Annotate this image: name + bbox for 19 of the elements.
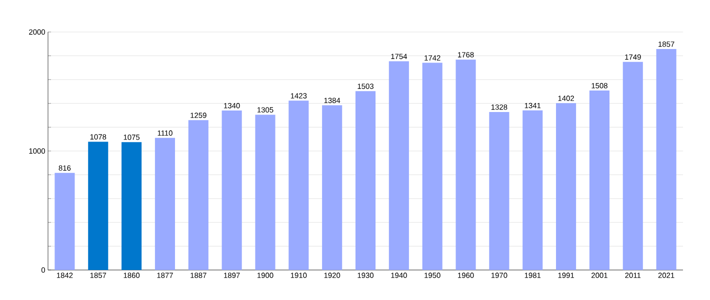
bar xyxy=(622,62,643,270)
bar xyxy=(589,90,610,270)
bar xyxy=(556,103,576,270)
bar xyxy=(522,110,543,270)
bar xyxy=(656,49,676,270)
bar xyxy=(422,62,442,270)
bar xyxy=(322,105,342,270)
bar xyxy=(188,120,208,270)
bar xyxy=(54,172,75,270)
bar xyxy=(355,91,376,270)
bar xyxy=(222,110,242,270)
bar xyxy=(456,60,476,270)
bar xyxy=(154,138,176,270)
bar xyxy=(388,61,409,270)
bar xyxy=(122,142,142,270)
bar xyxy=(489,112,510,270)
bar xyxy=(288,100,309,270)
bar xyxy=(88,142,108,270)
bar xyxy=(255,114,276,270)
